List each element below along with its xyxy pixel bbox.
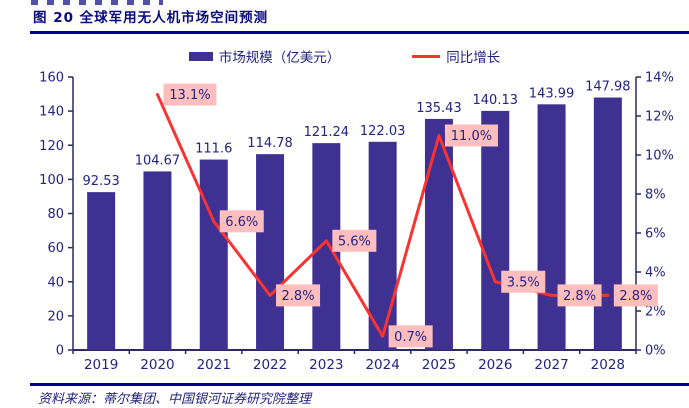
line-value-label: 3.5% (507, 275, 540, 290)
legend-bar-label: 市场规模（亿美元） (218, 50, 341, 66)
line-value-label: 6.6% (225, 215, 258, 230)
top-divider (30, 31, 689, 34)
line-value-label: 13.1% (169, 88, 210, 103)
clipped-text-fragment (31, 0, 163, 5)
bar-value-label: 143.99 (529, 86, 575, 101)
line-value-label-bg (501, 270, 546, 293)
x-axis-category-label: 2027 (534, 357, 568, 373)
x-axis-category-label: 2025 (422, 357, 456, 373)
line-value-label: 5.6% (338, 234, 371, 249)
right-axis-tick-label: 4% (645, 266, 666, 281)
right-axis-tick-label: 8% (645, 188, 666, 203)
legend-line-label: 同比增长 (446, 50, 501, 66)
left-axis-tick-label: 0 (56, 344, 64, 359)
line-value-label-bg (557, 284, 602, 307)
left-axis-tick-label: 80 (47, 207, 64, 222)
bar-2022 (256, 154, 285, 350)
x-axis-category-label: 2028 (591, 357, 625, 373)
line-value-label-bg (219, 210, 264, 233)
line-value-label-bg (276, 284, 321, 307)
bar-2025 (424, 118, 453, 350)
left-axis-tick-label: 120 (39, 139, 64, 154)
chart-legend: 市场规模（亿美元） 同比增长 (0, 46, 689, 66)
bar-value-label: 104.67 (135, 153, 181, 168)
x-axis-category-label: 2024 (365, 357, 399, 373)
bar-2026 (481, 110, 510, 350)
line-value-label: 2.8% (282, 289, 315, 304)
left-axis-tick-label: 140 (39, 105, 64, 120)
line-value-label: 11.0% (451, 129, 492, 144)
bottom-divider (30, 383, 689, 386)
bar-value-label: 147.98 (585, 80, 631, 95)
x-axis-category-label: 2021 (197, 357, 231, 373)
x-axis-category-label: 2020 (140, 357, 174, 373)
bar-value-label: 92.53 (83, 174, 120, 189)
bar-2020 (143, 171, 172, 350)
bar-2028 (593, 97, 622, 350)
bar-value-label: 140.13 (473, 93, 519, 108)
x-axis-category-label: 2026 (478, 357, 512, 373)
x-axis-category-label: 2023 (309, 357, 343, 373)
bar-2021 (199, 159, 228, 350)
x-axis-category-label: 2022 (253, 357, 287, 373)
left-axis-tick-label: 60 (47, 241, 64, 256)
right-axis-tick-label: 14% (645, 71, 674, 86)
line-value-label-bg (388, 325, 433, 348)
line-value-label: 2.8% (619, 289, 652, 304)
left-axis-tick-label: 40 (47, 275, 64, 290)
bar-value-label: 121.24 (304, 125, 350, 140)
bar-value-label: 122.03 (360, 124, 406, 139)
x-axis-category-label: 2019 (84, 357, 118, 373)
line-value-label: 2.8% (563, 289, 596, 304)
line-value-label-bg (332, 229, 377, 252)
line-series-swatch-icon (412, 54, 441, 58)
bar-value-label: 111.6 (195, 142, 232, 157)
legend-item-yoy-growth: 同比增长 (412, 46, 500, 66)
bar-value-label: 135.43 (416, 101, 462, 116)
bar-value-label: 114.78 (247, 136, 293, 151)
line-value-label-bg (613, 284, 658, 307)
line-value-label-bg (444, 124, 498, 147)
legend-item-market-size: 市场规模（亿美元） (188, 46, 341, 66)
line-value-label-bg (163, 83, 217, 106)
left-axis-tick-label: 160 (39, 71, 64, 86)
line-value-label: 0.7% (394, 330, 427, 345)
right-axis-tick-label: 12% (645, 110, 674, 125)
right-axis-tick-label: 10% (645, 149, 674, 164)
left-axis-tick-label: 100 (39, 173, 64, 188)
right-axis-tick-label: 2% (645, 305, 666, 320)
bar-series-swatch-icon (188, 51, 213, 61)
bar-2019 (87, 192, 116, 350)
chart-title: 图 20 全球军用无人机市场空间预测 (33, 10, 269, 26)
right-axis-tick-label: 6% (645, 227, 666, 242)
bar-2027 (537, 104, 566, 350)
right-axis-tick-label: 0% (645, 344, 666, 359)
source-note: 资料来源：蒂尔集团、中国银河证券研究院整理 (38, 392, 312, 407)
left-axis-tick-label: 20 (47, 309, 64, 324)
